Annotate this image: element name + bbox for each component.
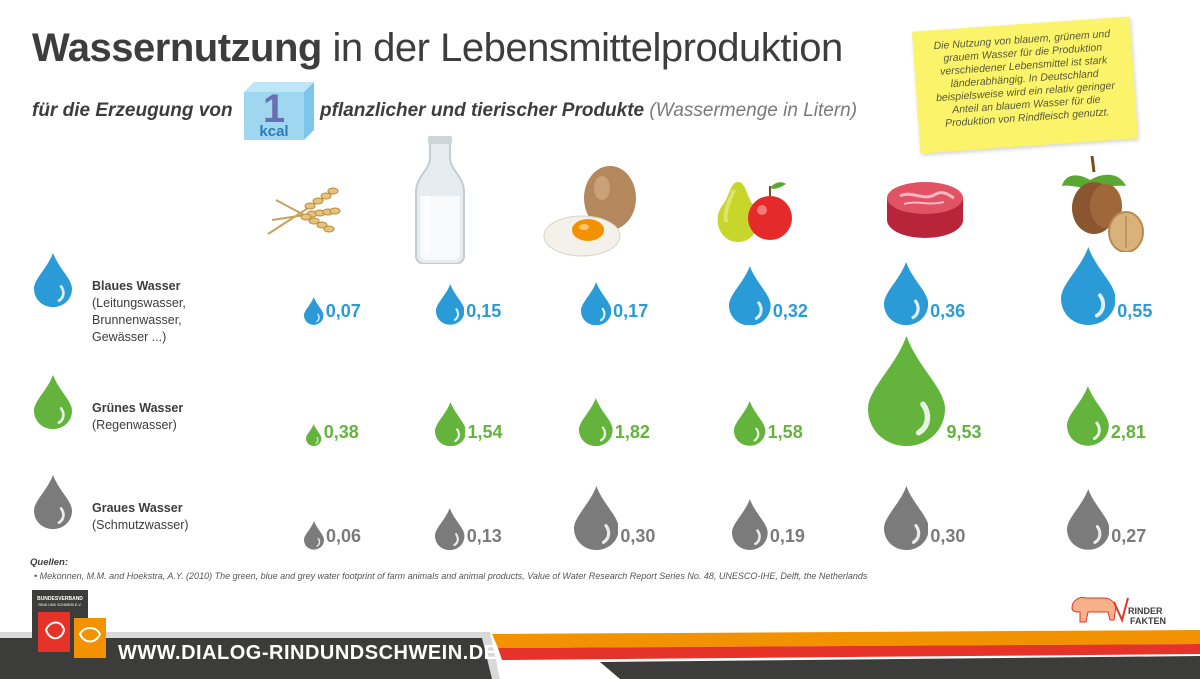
water-cell-green: 1,82 [570, 370, 690, 460]
water-value: 0,17 [613, 301, 649, 321]
row-label-blue: Blaues Wasser (Leitungswasser, Brunnenwas… [92, 278, 186, 346]
green-water-drop-icon [734, 401, 766, 446]
water-value: 0,27 [1111, 526, 1147, 546]
kcal-cube-icon: 1 kcal [244, 82, 314, 140]
subtitle-suffix: pflanzlicher und tierischer Produkte (Wa… [320, 100, 857, 122]
water-cell-green: 1,54 [424, 370, 544, 460]
grey-water-drop-icon [732, 499, 768, 550]
grey-water-drop-icon [34, 474, 72, 530]
blue-water-drop-icon [883, 261, 929, 325]
water-value: 0,36 [930, 301, 966, 321]
wheat-icon [267, 187, 341, 235]
blue-water-drop-icon [729, 265, 771, 325]
green-water-drop-icon [579, 397, 613, 446]
blue-water-drop-icon [580, 281, 612, 325]
row-name: Grünes Wasser [92, 401, 184, 415]
water-cell-grey: 0,06 [288, 468, 408, 558]
sources-title: Quellen: [30, 557, 69, 568]
fruit-icon [717, 182, 792, 242]
rinderfakten-logo [1071, 597, 1129, 623]
water-cell-blue: 0,55 [1060, 247, 1182, 340]
blue-water-drop-icon [34, 252, 72, 308]
fakten-text: FAKTEN [1130, 616, 1166, 626]
green-water-drop-icon [867, 336, 945, 446]
egg-icon [543, 166, 636, 257]
blue-water-drop-icon [435, 284, 465, 325]
row-label-green: Grünes Wasser (Regenwasser) [92, 400, 183, 434]
nuts-icon [1062, 156, 1144, 252]
water-cell-green: 9,53 [867, 336, 1000, 460]
water-value: 0,30 [620, 526, 656, 546]
green-water-drop-icon [34, 374, 72, 430]
subtitle-prefix: für die Erzeugung von [32, 100, 233, 121]
water-value: 0,30 [930, 526, 966, 546]
blue-water-drop-icon [304, 297, 324, 325]
page-title: Wassernutzung in der Lebensmittelprodukt… [32, 26, 843, 71]
row-label-grey: Graues Wasser (Schmutzwasser) [92, 500, 189, 534]
row-description: (Regenwasser) [92, 418, 177, 432]
svg-text:RIND UND SCHWEIN E.V.: RIND UND SCHWEIN E.V. [39, 603, 82, 607]
water-value: 0,19 [769, 526, 805, 546]
water-cell-grey: 0,30 [880, 468, 1000, 558]
water-value: 1,82 [614, 422, 650, 442]
kcal-number: 1 [263, 87, 285, 131]
water-cell-green: 0,38 [288, 370, 408, 460]
water-cell-grey: 0,27 [1062, 468, 1182, 558]
bundesverband-logo: BUNDESVERBAND RIND UND SCHWEIN E.V. [32, 590, 106, 662]
water-value: 0,15 [466, 301, 502, 321]
water-cell-blue: 0,15 [424, 250, 544, 340]
grey-water-drop-icon [573, 486, 619, 550]
kcal-label: kcal [259, 123, 288, 140]
footer-band [0, 630, 1200, 679]
water-cell-blue: 0,17 [570, 250, 690, 340]
water-cell-grey: 0,30 [570, 468, 690, 558]
source-item: • Mekonnen, M.M. and Hoekstra, A.Y. (201… [34, 571, 868, 581]
water-value: 0,55 [1117, 301, 1153, 321]
water-value: 2,81 [1110, 422, 1146, 442]
grey-water-drop-icon [435, 507, 465, 550]
water-cell-green: 2,81 [1062, 370, 1182, 460]
beef-icon [887, 182, 963, 238]
green-water-drop-icon [434, 401, 466, 446]
svg-text:BUNDESVERBAND: BUNDESVERBAND [37, 596, 83, 602]
water-value: 0,38 [323, 422, 359, 442]
milk-bottle-icon [415, 136, 465, 264]
water-value: 9,53 [946, 422, 982, 442]
sticky-note: Die Nutzung von blauem, grünem und graue… [912, 16, 1138, 154]
water-cell-blue: 0,32 [724, 250, 844, 340]
grey-water-drop-icon [883, 486, 929, 550]
water-cell-grey: 0,19 [724, 468, 844, 558]
water-cell-green: 1,58 [724, 370, 844, 460]
water-value: 0,07 [325, 301, 361, 321]
water-cell-blue: 0,07 [288, 250, 408, 340]
water-value: 0,32 [772, 301, 808, 321]
green-water-drop-icon [1067, 386, 1109, 446]
water-cell-blue: 0,36 [880, 250, 1000, 340]
title-bold: Wassernutzung [32, 26, 322, 70]
grey-water-drop-icon [1066, 489, 1110, 550]
row-name: Blaues Wasser [92, 279, 181, 293]
row-name: Graues Wasser [92, 501, 183, 515]
grey-water-drop-icon [303, 521, 324, 550]
row-description: (Leitungswasser, Brunnenwasser, Gewässer… [92, 296, 186, 344]
title-rest: in der Lebensmittelproduktion [332, 26, 843, 70]
water-value: 1,54 [467, 422, 503, 442]
footer-website-link[interactable]: WWW.DIALOG-RINDUNDSCHWEIN.DE [118, 642, 498, 664]
water-value: 1,58 [767, 422, 803, 442]
water-cell-grey: 0,13 [424, 468, 544, 558]
blue-water-drop-icon [1060, 247, 1116, 325]
subtitle-unit: (Wassermenge in Litern) [649, 100, 858, 121]
rinder-text: RINDER [1128, 606, 1163, 616]
row-description: (Schmutzwasser) [92, 518, 189, 532]
subtitle-suffix-text: pflanzlicher und tierischer Produkte [320, 100, 645, 121]
green-water-drop-icon [306, 424, 322, 446]
water-value: 0,06 [326, 526, 362, 546]
water-value: 0,13 [466, 526, 502, 546]
